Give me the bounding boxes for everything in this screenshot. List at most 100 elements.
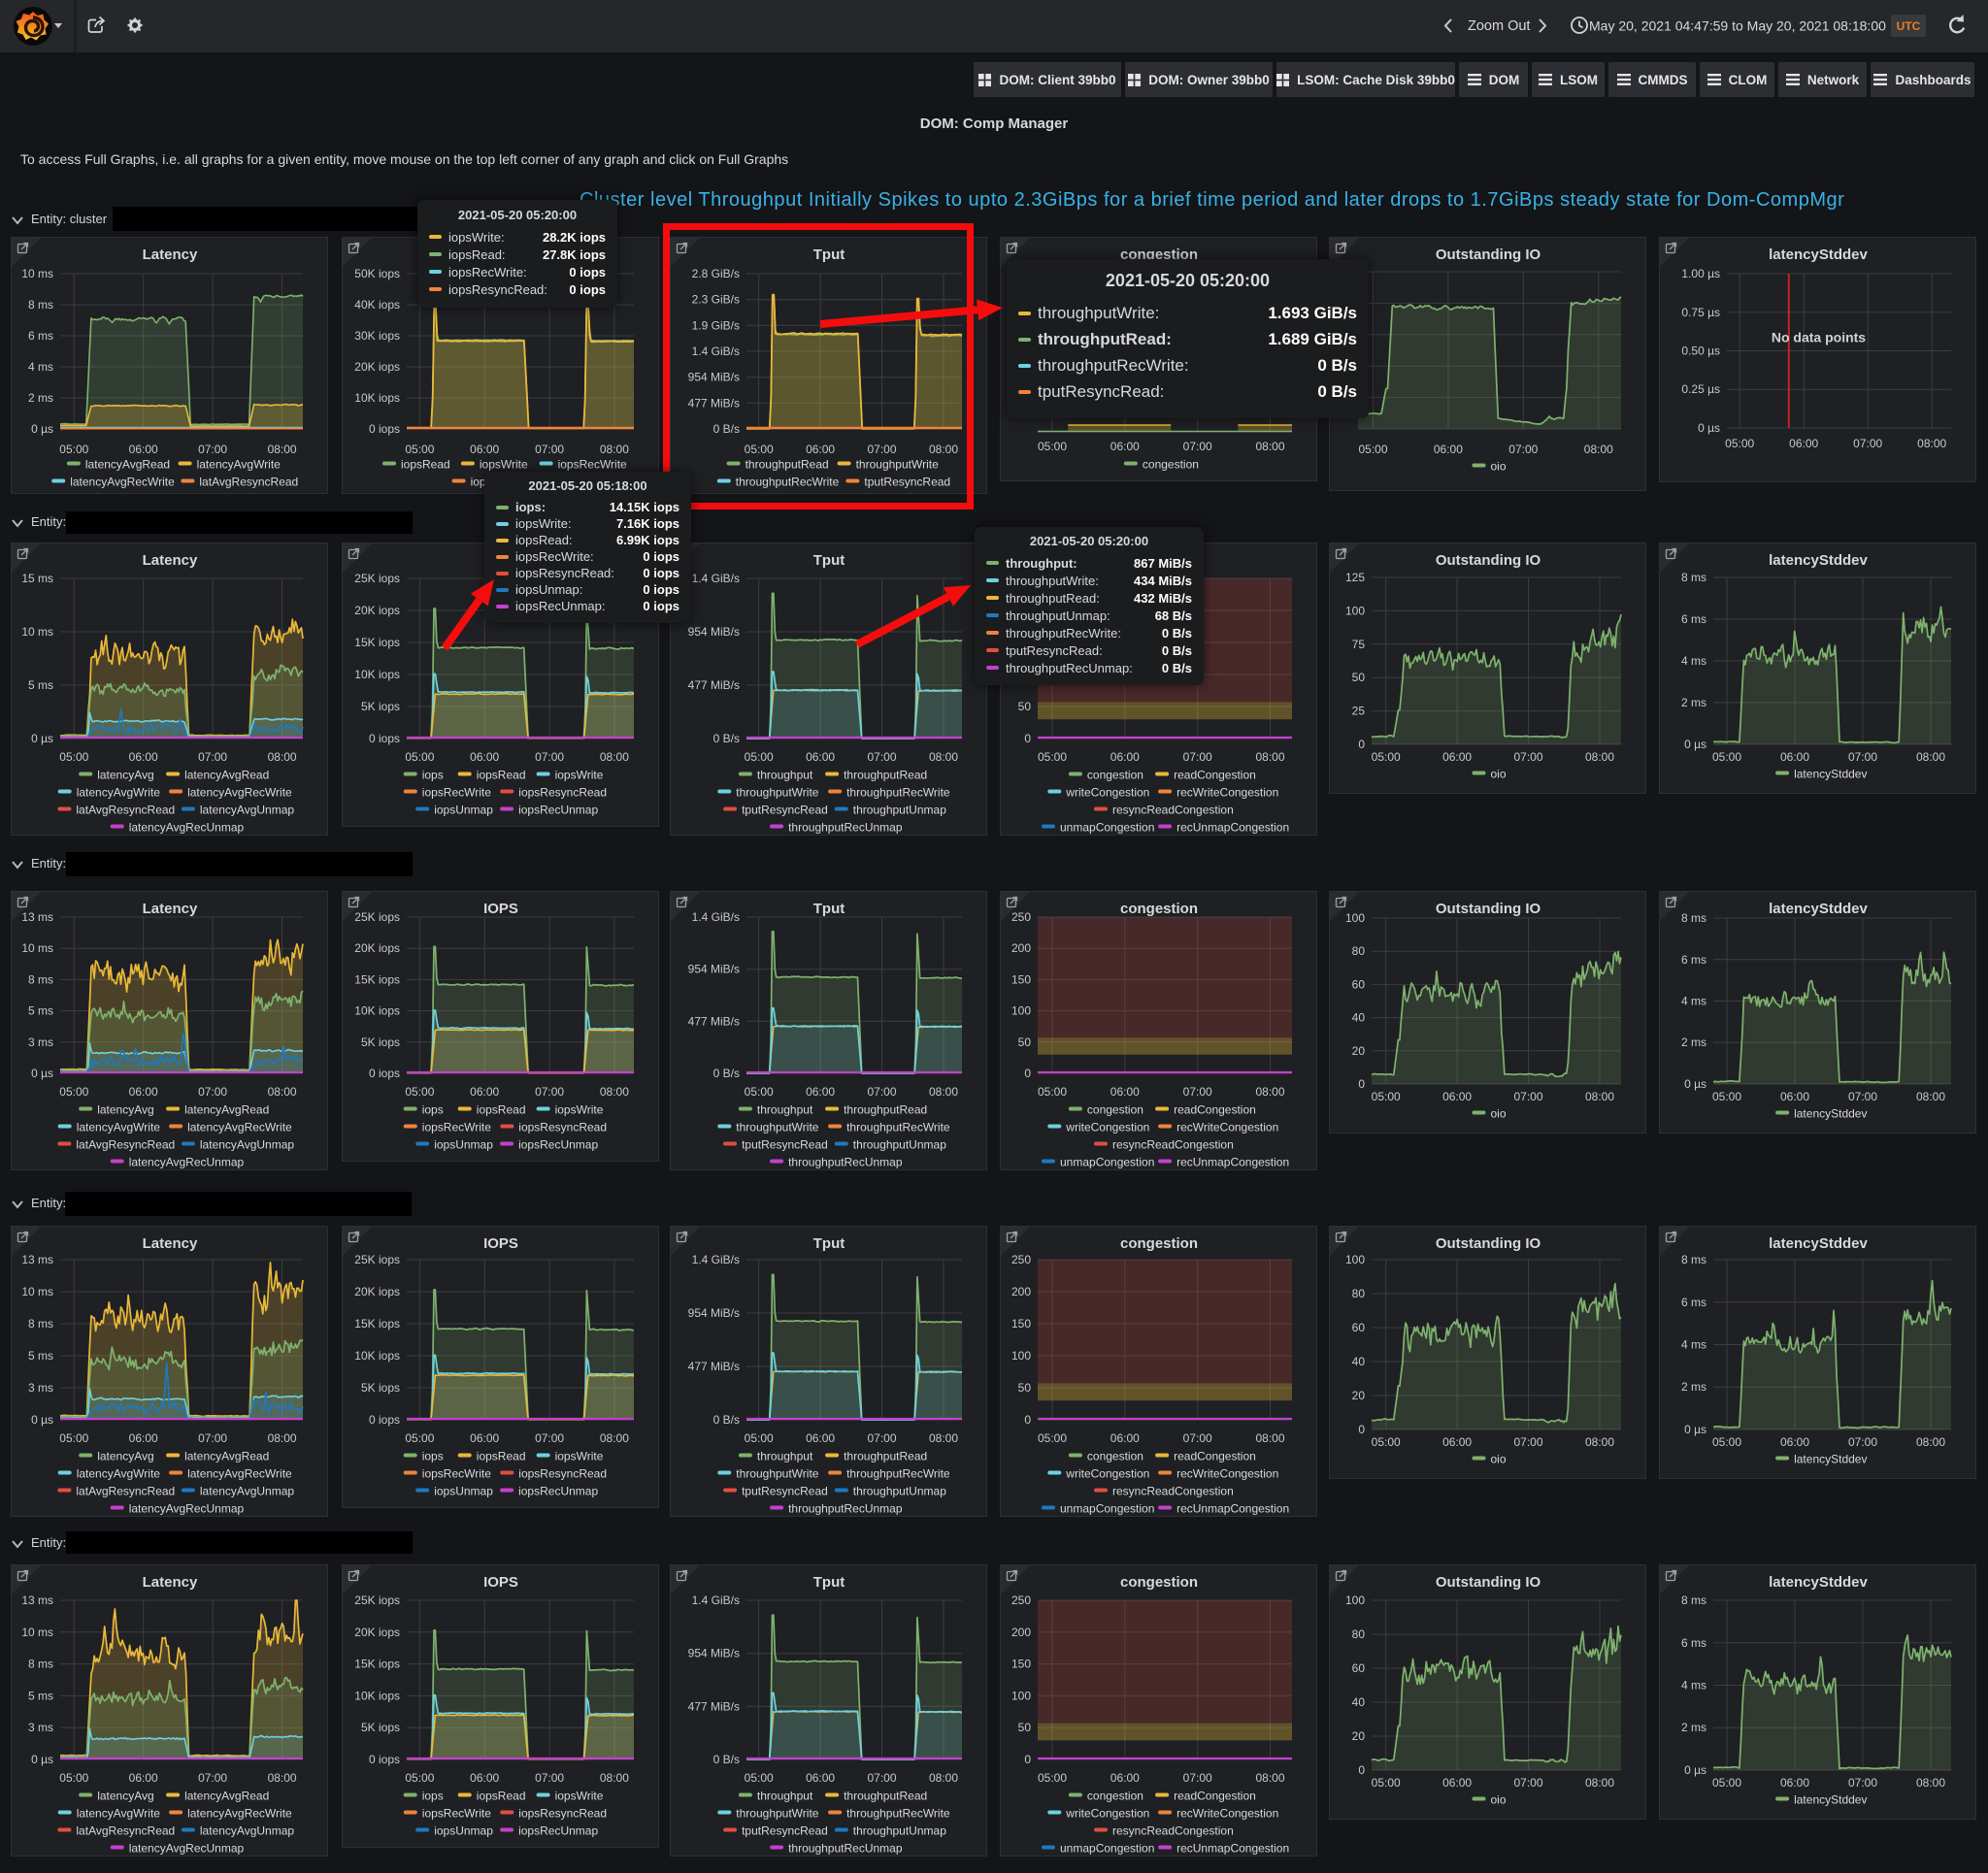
svg-text:06:00: 06:00	[470, 1085, 499, 1099]
svg-text:477 MiB/s: 477 MiB/s	[688, 1014, 740, 1028]
svg-text:25K iops: 25K iops	[354, 1594, 400, 1607]
svg-text:05:00: 05:00	[745, 1771, 774, 1785]
svg-text:06:00: 06:00	[1442, 1090, 1472, 1103]
svg-text:4 ms: 4 ms	[1681, 995, 1706, 1008]
svg-text:iopsRecUnmap: iopsRecUnmap	[518, 804, 598, 817]
svg-text:06:00: 06:00	[806, 750, 835, 764]
svg-text:08:00: 08:00	[600, 1085, 629, 1099]
svg-text:Latency: Latency	[143, 901, 198, 917]
svg-text:5 ms: 5 ms	[28, 678, 53, 692]
svg-text:latencyStddev: latencyStddev	[1794, 768, 1867, 781]
svg-text:60: 60	[1352, 1321, 1366, 1334]
svg-text:throughputRead: throughputRead	[844, 769, 927, 782]
svg-text:08:00: 08:00	[1255, 440, 1284, 453]
svg-text:latencyAvgRead: latencyAvgRead	[184, 769, 269, 782]
svg-text:0: 0	[1358, 1423, 1365, 1436]
svg-text:10K iops: 10K iops	[354, 1349, 400, 1363]
svg-text:1.4 GiB/s: 1.4 GiB/s	[692, 345, 740, 358]
svg-text:06:00: 06:00	[1442, 750, 1472, 764]
svg-text:latencyAvgRead: latencyAvgRead	[85, 458, 170, 472]
svg-text:readCongestion: readCongestion	[1174, 1450, 1256, 1463]
svg-text:06:00: 06:00	[1789, 437, 1818, 450]
svg-text:06:00: 06:00	[470, 750, 499, 764]
svg-text:07:00: 07:00	[1183, 750, 1212, 764]
svg-text:5K iops: 5K iops	[361, 700, 400, 713]
svg-text:throughput: throughput	[757, 769, 813, 782]
svg-text:congestion: congestion	[1087, 769, 1143, 782]
svg-text:100: 100	[1345, 604, 1365, 617]
svg-text:08:00: 08:00	[929, 1431, 958, 1445]
svg-text:20K iops: 20K iops	[354, 604, 400, 617]
svg-text:100: 100	[1345, 1594, 1365, 1607]
svg-text:05:00: 05:00	[1038, 440, 1067, 453]
svg-text:10K iops: 10K iops	[354, 1689, 400, 1702]
svg-text:0 µs: 0 µs	[1698, 421, 1720, 435]
svg-text:iopsRead: iopsRead	[477, 1103, 526, 1117]
svg-text:50: 50	[1018, 1721, 1032, 1734]
svg-text:iopsResyncRead: iopsResyncRead	[518, 786, 607, 800]
svg-text:06:00: 06:00	[1434, 443, 1463, 456]
svg-text:05:00: 05:00	[1372, 1776, 1401, 1790]
svg-text:6 ms: 6 ms	[1681, 612, 1706, 626]
svg-text:50: 50	[1018, 1035, 1032, 1049]
svg-text:08:00: 08:00	[1255, 750, 1284, 764]
svg-text:05:00: 05:00	[745, 443, 774, 456]
svg-text:08:00: 08:00	[1255, 1085, 1284, 1099]
svg-text:07:00: 07:00	[535, 1085, 564, 1099]
svg-text:07:00: 07:00	[1508, 443, 1538, 456]
svg-text:50K iops: 50K iops	[354, 267, 400, 280]
svg-text:0.50 µs: 0.50 µs	[1681, 345, 1720, 358]
svg-text:throughputRecWrite: throughputRecWrite	[846, 1467, 950, 1481]
svg-text:2.8 GiB/s: 2.8 GiB/s	[692, 267, 740, 280]
svg-text:throughputWrite: throughputWrite	[736, 1121, 818, 1134]
svg-text:0 B/s: 0 B/s	[713, 422, 740, 436]
svg-text:08:00: 08:00	[929, 1771, 958, 1785]
svg-text:unmapCongestion: unmapCongestion	[1060, 821, 1154, 835]
svg-text:20K iops: 20K iops	[354, 360, 400, 374]
svg-text:unmapCongestion: unmapCongestion	[1060, 1842, 1154, 1856]
svg-text:congestion: congestion	[1120, 246, 1198, 263]
svg-text:07:00: 07:00	[198, 750, 227, 764]
svg-text:latencyStddev: latencyStddev	[1769, 1574, 1868, 1591]
svg-text:06:00: 06:00	[470, 1771, 499, 1785]
svg-text:0 B/s: 0 B/s	[713, 1753, 740, 1766]
svg-text:0.75 µs: 0.75 µs	[1681, 306, 1720, 319]
svg-text:08:00: 08:00	[929, 750, 958, 764]
svg-text:07:00: 07:00	[535, 443, 564, 456]
svg-text:06:00: 06:00	[806, 1085, 835, 1099]
svg-text:8 ms: 8 ms	[1681, 571, 1706, 584]
svg-text:06:00: 06:00	[470, 443, 499, 456]
svg-text:10K iops: 10K iops	[354, 1004, 400, 1018]
svg-text:latencyAvg: latencyAvg	[97, 1790, 153, 1803]
svg-text:06:00: 06:00	[1442, 1435, 1472, 1449]
svg-text:20: 20	[1352, 1729, 1366, 1743]
svg-text:iopsRecWrite: iopsRecWrite	[558, 458, 627, 472]
svg-text:IOPS: IOPS	[483, 901, 518, 917]
svg-text:08:00: 08:00	[1916, 1435, 1945, 1449]
svg-text:tputResyncRead: tputResyncRead	[742, 804, 828, 817]
svg-text:15K iops: 15K iops	[354, 1658, 400, 1671]
svg-text:10 ms: 10 ms	[21, 267, 53, 280]
svg-text:recWriteCongestion: recWriteCongestion	[1176, 786, 1278, 800]
svg-text:25K iops: 25K iops	[354, 572, 400, 585]
svg-text:throughputRecUnmap: throughputRecUnmap	[788, 1502, 903, 1516]
svg-text:unmapCongestion: unmapCongestion	[1060, 1502, 1154, 1516]
svg-text:4 ms: 4 ms	[1681, 1679, 1706, 1692]
svg-text:IOPS: IOPS	[483, 1235, 518, 1252]
svg-text:0 iops: 0 iops	[369, 1753, 400, 1766]
svg-text:recWriteCongestion: recWriteCongestion	[1176, 1121, 1278, 1134]
svg-text:150: 150	[1011, 1658, 1031, 1671]
svg-text:0: 0	[1024, 1753, 1031, 1766]
svg-text:30K iops: 30K iops	[354, 329, 400, 343]
svg-text:throughput: throughput	[757, 1790, 813, 1803]
svg-text:0.25 µs: 0.25 µs	[1681, 382, 1720, 396]
svg-text:05:00: 05:00	[1712, 1435, 1741, 1449]
svg-text:iopsUnmap: iopsUnmap	[434, 1485, 493, 1498]
svg-text:477 MiB/s: 477 MiB/s	[688, 1699, 740, 1713]
svg-text:07:00: 07:00	[867, 1771, 896, 1785]
svg-text:08:00: 08:00	[600, 443, 629, 456]
svg-text:07:00: 07:00	[1848, 750, 1877, 764]
svg-text:05:00: 05:00	[1358, 443, 1387, 456]
svg-text:07:00: 07:00	[535, 1771, 564, 1785]
svg-text:0 µs: 0 µs	[31, 422, 53, 436]
